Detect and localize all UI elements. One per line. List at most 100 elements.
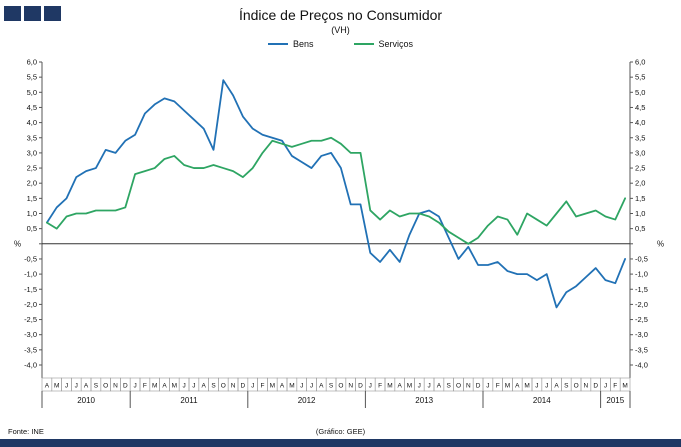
- svg-text:6,0: 6,0: [27, 58, 37, 67]
- svg-text:A: A: [45, 383, 50, 390]
- svg-text:J: J: [310, 383, 313, 390]
- svg-text:A: A: [202, 383, 207, 390]
- svg-text:S: S: [94, 383, 99, 390]
- svg-text:N: N: [466, 383, 471, 390]
- svg-text:M: M: [622, 383, 627, 390]
- svg-text:-3,0: -3,0: [635, 330, 648, 339]
- svg-text:J: J: [192, 383, 195, 390]
- svg-text:J: J: [251, 383, 254, 390]
- svg-text:J: J: [604, 383, 607, 390]
- svg-text:-2,0: -2,0: [24, 300, 37, 309]
- svg-text:-3,5: -3,5: [24, 345, 37, 354]
- servicos-line-swatch: [353, 43, 374, 45]
- svg-text:2011: 2011: [180, 396, 198, 405]
- cpi-line-chart: -4,0 -4,0 -3,5 -3,5 -3,0 -3,0 -2,5 -2,5 -2,0 -2,0…: [0, 52, 681, 424]
- svg-text:M: M: [505, 383, 510, 390]
- svg-text:A: A: [280, 383, 285, 390]
- svg-text:O: O: [103, 383, 108, 390]
- svg-text:5,0: 5,0: [635, 88, 645, 97]
- svg-text:2014: 2014: [533, 396, 551, 405]
- svg-text:-2,5: -2,5: [24, 315, 37, 324]
- svg-text:N: N: [348, 383, 353, 390]
- credit-label: (Gráfico: GEE): [315, 427, 366, 436]
- svg-text:S: S: [447, 383, 452, 390]
- svg-text:D: D: [593, 383, 598, 390]
- svg-text:-3,5: -3,5: [635, 345, 648, 354]
- chart-subtitle: (VH): [331, 25, 350, 35]
- series-line-bens: [46, 79, 626, 309]
- svg-text:J: J: [133, 383, 136, 390]
- svg-text:5,5: 5,5: [635, 73, 645, 82]
- page-title: Índice de Preços no Consumidor: [238, 7, 443, 23]
- svg-text:O: O: [221, 383, 226, 390]
- svg-text:D: D: [476, 383, 481, 390]
- logo: [4, 6, 61, 21]
- svg-text:A: A: [398, 383, 403, 390]
- svg-text:F: F: [496, 383, 500, 390]
- svg-text:N: N: [113, 383, 118, 390]
- svg-text:J: J: [65, 383, 68, 390]
- svg-text:S: S: [329, 383, 334, 390]
- svg-text:M: M: [270, 383, 275, 390]
- svg-text:1,0: 1,0: [27, 209, 37, 218]
- svg-text:J: J: [486, 383, 489, 390]
- chart-canvas: -4,0 -4,0 -3,5 -3,5 -3,0 -3,0 -2,5 -2,5 -2,0 -2,0…: [14, 58, 664, 408]
- footer-bar: [0, 439, 681, 447]
- svg-text:2010: 2010: [77, 396, 95, 405]
- svg-text:J: J: [75, 383, 78, 390]
- svg-text:F: F: [613, 383, 617, 390]
- series-line-serviços: [46, 136, 626, 245]
- svg-text:4,5: 4,5: [27, 103, 37, 112]
- svg-text:3,5: 3,5: [27, 133, 37, 142]
- svg-text:2,0: 2,0: [27, 179, 37, 188]
- svg-text:3,0: 3,0: [635, 148, 645, 157]
- legend-label-bens: Bens: [292, 39, 314, 49]
- svg-text:O: O: [574, 383, 579, 390]
- svg-text:A: A: [319, 383, 324, 390]
- legend-item-bens: Bens: [267, 39, 314, 49]
- svg-text:J: J: [182, 383, 185, 390]
- svg-text:J: J: [535, 383, 538, 390]
- svg-text:5,5: 5,5: [27, 73, 37, 82]
- svg-text:N: N: [231, 383, 236, 390]
- svg-text:F: F: [143, 383, 147, 390]
- svg-text:A: A: [554, 383, 559, 390]
- svg-text:O: O: [338, 383, 343, 390]
- svg-text:A: A: [84, 383, 89, 390]
- svg-text:M: M: [172, 383, 177, 390]
- svg-text:-3,0: -3,0: [24, 330, 37, 339]
- svg-text:2012: 2012: [298, 396, 316, 405]
- legend-label-servicos: Serviços: [378, 39, 414, 49]
- svg-text:M: M: [387, 383, 392, 390]
- svg-text:0,5: 0,5: [27, 224, 37, 233]
- bens-line-swatch: [267, 43, 288, 45]
- svg-text:M: M: [54, 383, 59, 390]
- svg-text:-1,0: -1,0: [24, 270, 37, 279]
- svg-text:F: F: [261, 383, 265, 390]
- svg-text:-4,0: -4,0: [635, 361, 648, 370]
- svg-text:4,0: 4,0: [635, 118, 645, 127]
- svg-text:%: %: [14, 239, 21, 248]
- svg-text:5,0: 5,0: [27, 88, 37, 97]
- svg-text:-1,5: -1,5: [635, 285, 648, 294]
- svg-text:D: D: [241, 383, 246, 390]
- legend: Bens Serviços: [0, 39, 681, 49]
- logo-square: [24, 6, 41, 21]
- svg-text:J: J: [427, 383, 430, 390]
- svg-text:-0,5: -0,5: [24, 254, 37, 263]
- svg-text:4,0: 4,0: [27, 118, 37, 127]
- svg-text:-2,0: -2,0: [635, 300, 648, 309]
- svg-text:-1,0: -1,0: [635, 270, 648, 279]
- svg-text:S: S: [211, 383, 216, 390]
- svg-text:-2,5: -2,5: [635, 315, 648, 324]
- svg-text:J: J: [418, 383, 421, 390]
- svg-text:2015: 2015: [606, 396, 624, 405]
- svg-text:%: %: [657, 239, 664, 248]
- svg-text:M: M: [524, 383, 529, 390]
- svg-text:6,0: 6,0: [635, 58, 645, 67]
- svg-text:3,5: 3,5: [635, 133, 645, 142]
- svg-text:A: A: [162, 383, 167, 390]
- svg-text:-1,5: -1,5: [24, 285, 37, 294]
- svg-text:O: O: [456, 383, 461, 390]
